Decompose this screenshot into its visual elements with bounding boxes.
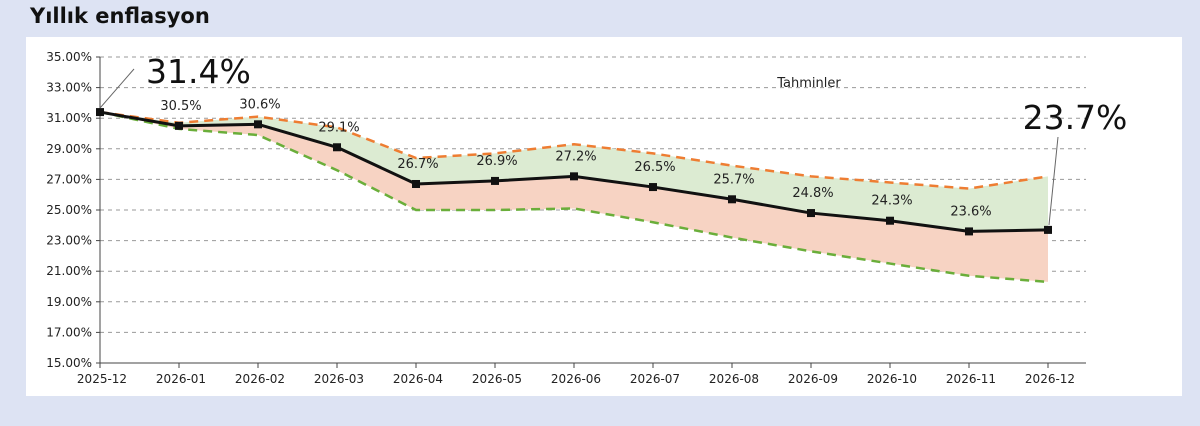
marker-5: [491, 176, 499, 185]
start-value-callout: 31.4%: [146, 52, 251, 91]
data-label-8: 25.7%: [713, 172, 754, 187]
data-label-11: 23.6%: [950, 204, 991, 219]
lower-forecast-band: [100, 112, 1048, 282]
marker-7: [649, 183, 657, 192]
data-label-7: 26.5%: [634, 160, 675, 175]
x-tick-label-9: 2026-09: [788, 372, 838, 386]
data-label-9: 24.8%: [792, 186, 833, 201]
x-tick-label-8: 2026-08: [709, 372, 759, 386]
data-label-4: 26.7%: [397, 157, 438, 172]
marker-8: [728, 195, 736, 204]
marker-1: [175, 121, 183, 130]
marker-12: [1044, 225, 1052, 234]
x-tick-label-6: 2026-06: [551, 372, 601, 386]
start-callout-line: [99, 68, 135, 109]
x-tick-label-5: 2026-05: [472, 372, 522, 386]
x-tick-label-10: 2026-10: [867, 372, 917, 386]
end-value-callout: 23.7%: [1023, 98, 1128, 137]
y-axis-tick-labels: 15.00% 17.00% 19.00% 21.00% 23.00% 25.00% 27.0…: [46, 50, 92, 370]
data-labels: 30.5% 30.6% 29.1% 26.7% 26.9% 27.2% 26.5% 25.7%…: [160, 97, 991, 219]
annotations: 31.4% 23.7% Tahminler: [99, 52, 1128, 225]
y-tick-label-4: 23.00%: [46, 234, 92, 248]
forecast-bands: [100, 112, 1048, 282]
marker-10: [886, 216, 894, 225]
x-tick-label-2: 2026-02: [235, 372, 285, 386]
y-tick-label-10: 35.00%: [46, 50, 92, 64]
y-tick-label-6: 27.00%: [46, 172, 92, 186]
y-tick-label-3: 21.00%: [46, 264, 92, 278]
x-tick-label-1: 2026-01: [156, 372, 206, 386]
x-axis-tick-labels: 2025-12 2026-01 2026-02 2026-03 2026-04 2026-…: [77, 372, 1075, 386]
chart-title: Yıllık enflasyon: [30, 4, 210, 28]
series-markers: [96, 108, 1052, 236]
end-callout-line: [1048, 136, 1059, 225]
marker-11: [965, 227, 973, 236]
y-tick-label-0: 15.00%: [46, 356, 92, 370]
data-label-6: 27.2%: [555, 149, 596, 164]
x-tick-label-11: 2026-11: [946, 372, 996, 386]
y-tick-label-8: 31.00%: [46, 111, 92, 125]
marker-9: [807, 209, 815, 218]
x-tick-label-12: 2026-12: [1025, 372, 1075, 386]
data-label-1: 30.5%: [160, 99, 201, 114]
inflation-line-chart: 15.00% 17.00% 19.00% 21.00% 23.00% 25.00% 27.0…: [46, 50, 1128, 386]
marker-6: [570, 172, 578, 181]
series-line-1: [99, 110, 1049, 190]
x-tick-label-7: 2026-07: [630, 372, 680, 386]
marker-2: [254, 120, 262, 129]
chart-panel: 15.00% 17.00% 19.00% 21.00% 23.00% 25.00% 27.0…: [26, 37, 1182, 396]
marker-0: [96, 108, 104, 117]
x-tick-label-4: 2026-04: [393, 372, 443, 386]
y-tick-label-1: 17.00%: [46, 325, 92, 339]
marker-3: [333, 143, 341, 152]
x-tick-label-3: 2026-03: [314, 372, 364, 386]
upper-forecast-band: [100, 112, 1048, 232]
forecast-label: Tahminler: [776, 76, 841, 91]
marker-4: [412, 179, 420, 188]
data-label-3: 29.1%: [318, 120, 359, 135]
series-line-2: [99, 110, 1049, 284]
x-tick-label-0: 2025-12: [77, 372, 127, 386]
y-tick-label-5: 25.00%: [46, 203, 92, 217]
y-tick-label-9: 33.00%: [46, 81, 92, 95]
data-label-10: 24.3%: [871, 194, 912, 209]
data-label-2: 30.6%: [239, 97, 280, 112]
data-label-5: 26.9%: [476, 154, 517, 169]
y-tick-label-7: 29.00%: [46, 142, 92, 156]
y-tick-label-2: 19.00%: [46, 295, 92, 309]
